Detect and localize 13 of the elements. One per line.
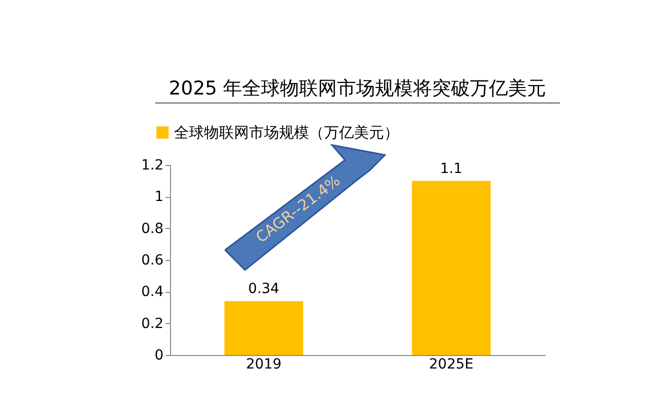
y-tick-label: 0.4 [141,284,164,300]
y-tick-label: 0.6 [141,252,164,268]
x-tick-label: 2019 [246,356,282,372]
y-tick-label: 0.2 [141,316,164,332]
legend-label: 全球物联网市场规模（万亿美元） [174,124,399,142]
chart-title: 2025 年全球物联网市场规模将突破万亿美元 [168,77,546,100]
data-label: 0.34 [248,281,280,298]
data-label: 1.1 [440,160,462,177]
y-tick-label: 1.2 [141,158,164,174]
y-tick-label: 1 [154,189,164,206]
x-tick-label: 2025E [429,356,474,372]
y-tick-label: 0 [154,348,164,364]
y-tick-label: 0.8 [141,220,164,237]
